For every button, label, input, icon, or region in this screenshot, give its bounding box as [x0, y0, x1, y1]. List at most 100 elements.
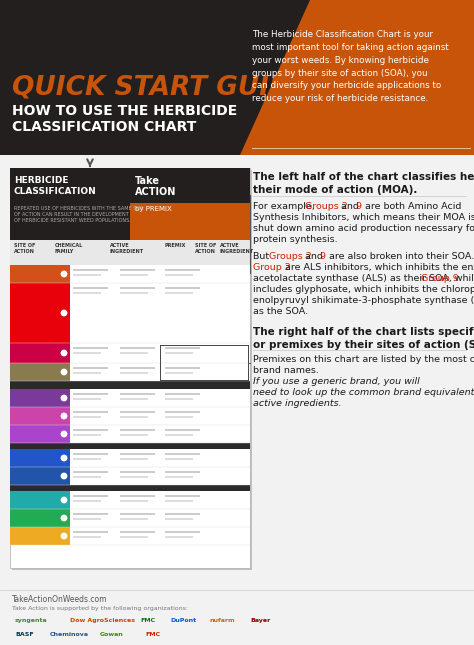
Text: includes glyphosate, which inhibits the chloroplast: includes glyphosate, which inhibits the … [253, 285, 474, 294]
Bar [120, 471, 155, 473]
Text: CLASSIFICATION CHART: CLASSIFICATION CHART [12, 120, 196, 134]
Bar [70, 425, 250, 443]
Bar [10, 485, 250, 491]
Text: FMC: FMC [140, 618, 155, 623]
Text: are both Amino Acid: are both Amino Acid [362, 202, 461, 211]
Bar [70, 509, 250, 527]
Bar [0, 0, 474, 155]
Bar [165, 393, 200, 395]
Bar [165, 269, 200, 271]
Bar [73, 476, 101, 478]
Bar [10, 363, 70, 381]
Bar [120, 536, 148, 538]
Bar [73, 531, 108, 533]
Circle shape [60, 430, 68, 438]
Text: TakeActionOnWeeds.com: TakeActionOnWeeds.com [12, 595, 108, 604]
Bar [120, 434, 148, 436]
Text: 9: 9 [355, 202, 361, 211]
Bar [73, 458, 101, 460]
Circle shape [60, 309, 68, 317]
Bar [165, 352, 193, 354]
Bar [120, 274, 148, 276]
Bar [165, 458, 193, 460]
Text: Gowan: Gowan [100, 632, 124, 637]
Bar [120, 513, 155, 515]
Bar [73, 453, 108, 455]
Bar [10, 467, 70, 485]
Text: But: But [253, 252, 272, 261]
Bar [73, 292, 101, 294]
Text: protein synthesis.: protein synthesis. [253, 235, 337, 244]
Bar [10, 265, 70, 283]
Text: Group 9: Group 9 [421, 274, 459, 283]
Text: need to look up the common brand equivalent or the: need to look up the common brand equival… [253, 388, 474, 397]
Bar [120, 453, 155, 455]
Text: DuPont: DuPont [170, 618, 196, 623]
Bar [10, 168, 250, 240]
Text: active ingredients.: active ingredients. [253, 399, 342, 408]
Bar [165, 500, 193, 502]
Bar [120, 367, 155, 369]
Bar [120, 411, 155, 413]
Bar [165, 274, 193, 276]
Bar [10, 443, 250, 449]
Bar [73, 536, 101, 538]
Text: 9: 9 [319, 252, 325, 261]
Bar [165, 416, 193, 418]
Bar [10, 449, 70, 467]
Bar [120, 393, 155, 395]
Text: PREMIX: PREMIX [165, 243, 186, 248]
Bar [165, 367, 200, 369]
Bar [130, 203, 250, 240]
Bar [73, 513, 108, 515]
Text: ACTIVE
INGREDIENT: ACTIVE INGREDIENT [220, 243, 254, 253]
Text: Premixes on this chart are listed by the most common: Premixes on this chart are listed by the… [253, 355, 474, 364]
Text: QUICK START GUIDE: QUICK START GUIDE [12, 75, 309, 101]
Bar [120, 500, 148, 502]
Circle shape [60, 496, 68, 504]
Bar [120, 398, 148, 400]
Text: Dow AgroSciences: Dow AgroSciences [70, 618, 135, 623]
Text: Groups 2: Groups 2 [305, 202, 348, 211]
Bar [165, 471, 200, 473]
Text: Synthesis Inhibitors, which means their MOA is to: Synthesis Inhibitors, which means their … [253, 213, 474, 222]
Circle shape [60, 349, 68, 357]
Text: SITE OF
ACTION: SITE OF ACTION [195, 243, 216, 253]
Bar [10, 283, 70, 343]
Bar [10, 168, 250, 568]
Bar [73, 274, 101, 276]
Bar [70, 491, 250, 509]
Text: and: and [302, 252, 326, 261]
Bar [165, 513, 200, 515]
Text: FMC: FMC [145, 632, 160, 637]
Text: If you use a generic brand, you will: If you use a generic brand, you will [253, 377, 420, 386]
Bar [165, 536, 193, 538]
Text: and: and [338, 202, 362, 211]
Bar [165, 453, 200, 455]
Bar [70, 265, 250, 283]
Text: acetolactate synthase (ALS) as their SOA, while: acetolactate synthase (ALS) as their SOA… [253, 274, 474, 283]
Bar [73, 352, 101, 354]
Polygon shape [240, 0, 474, 155]
Bar [165, 287, 200, 289]
Bar [73, 398, 101, 400]
Bar [165, 531, 200, 533]
Bar [120, 476, 148, 478]
Bar [10, 240, 250, 265]
Bar [10, 491, 70, 509]
Bar [120, 292, 148, 294]
Bar [120, 531, 155, 533]
Circle shape [60, 472, 68, 480]
Bar [73, 471, 108, 473]
Bar [70, 283, 250, 343]
Text: are also broken into their SOA.: are also broken into their SOA. [326, 252, 474, 261]
Bar [120, 518, 148, 520]
Bar [165, 476, 193, 478]
Bar [10, 509, 70, 527]
Text: by PREMIX: by PREMIX [135, 206, 172, 212]
Bar [120, 416, 148, 418]
Polygon shape [0, 0, 310, 155]
Bar [73, 495, 108, 497]
Bar [73, 411, 108, 413]
Bar [70, 527, 250, 545]
